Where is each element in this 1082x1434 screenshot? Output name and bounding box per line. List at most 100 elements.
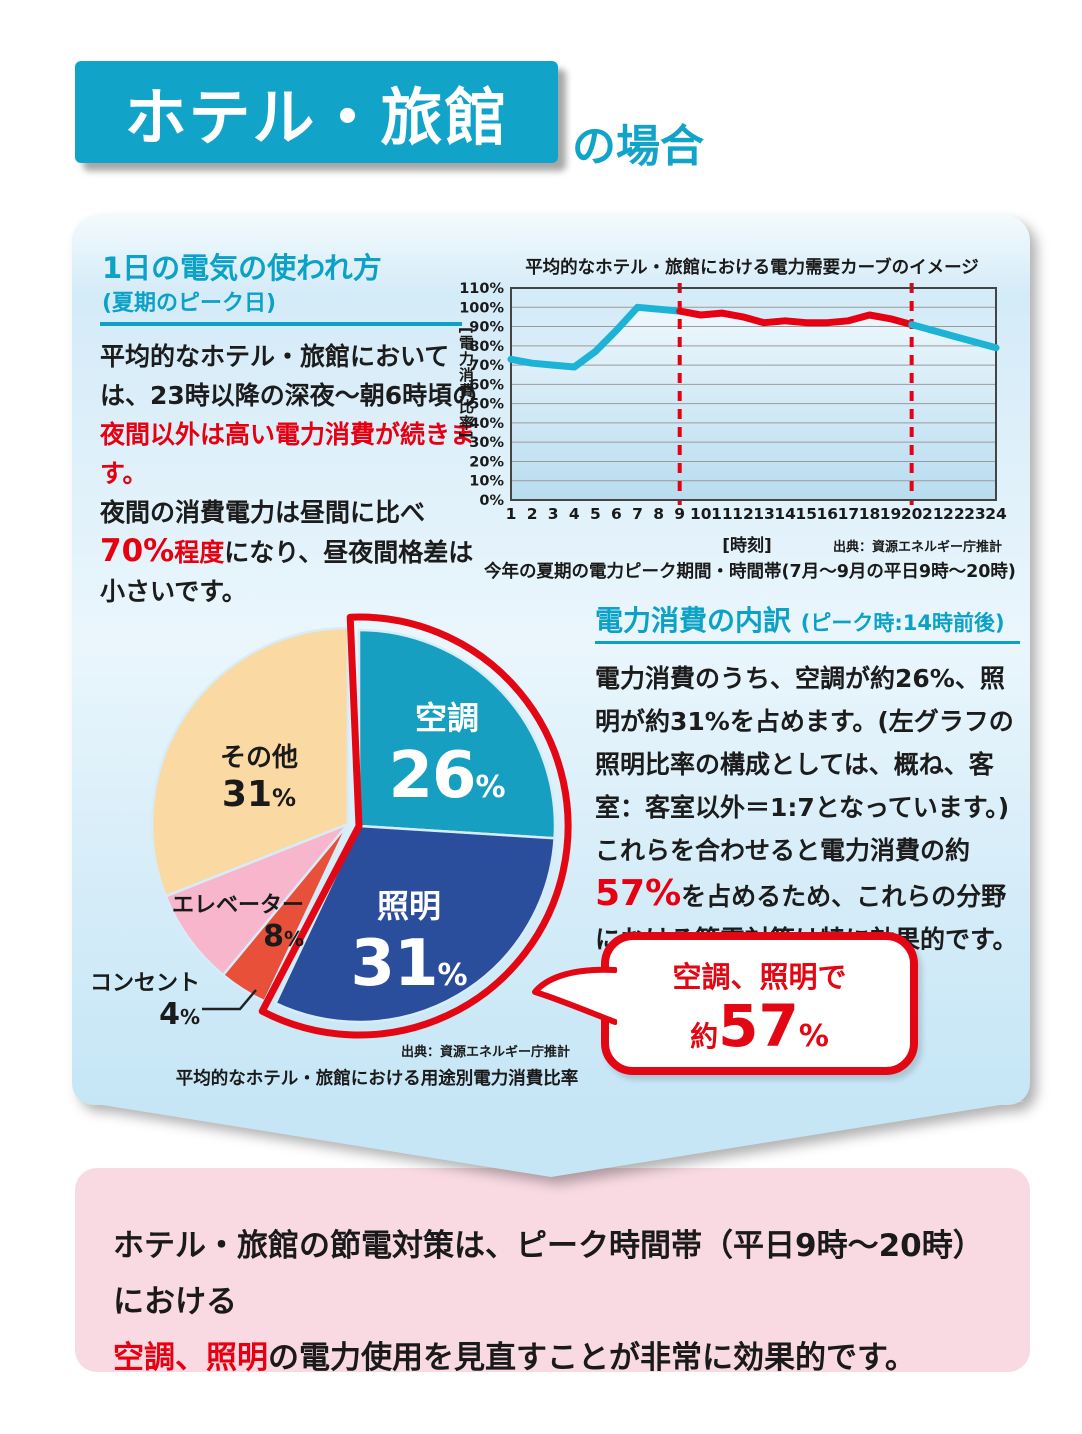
svg-text:17: 17 <box>838 505 860 523</box>
pie-label-outlet: コンセント 4% <box>76 965 200 1032</box>
bubble-line1: 空調、照明で <box>672 960 847 994</box>
slice-value: 8 <box>263 919 284 954</box>
svg-text:10: 10 <box>690 505 712 523</box>
svg-text:2: 2 <box>527 505 538 523</box>
svg-text:20%: 20% <box>469 454 504 470</box>
svg-text:16: 16 <box>817 505 839 523</box>
page-title-box: ホテル・旅館 <box>75 61 558 163</box>
slice-value: 26 <box>388 739 476 813</box>
para-red-text: 程度 <box>174 538 225 567</box>
svg-text:23: 23 <box>964 505 986 523</box>
slice-value: 4 <box>159 997 180 1032</box>
heading-rule <box>100 322 462 326</box>
para-text: になり、昼夜間格差は小さいです。 <box>100 538 474 606</box>
para-text: 電力消費のうち、空調が約26%、照明が約31%を占めます。(左グラフの照明比率の… <box>595 664 1014 822</box>
svg-text:11: 11 <box>711 505 733 523</box>
svg-text:40%: 40% <box>469 416 504 432</box>
breakdown-rule <box>595 641 1020 644</box>
svg-text:30%: 30% <box>469 435 504 451</box>
main-panel: 1日の電気の使われ方 (夏期のピーク日) 平均的なホテル・旅館においては、23時… <box>72 215 1030 1180</box>
svg-text:4: 4 <box>569 505 580 523</box>
svg-text:22: 22 <box>943 505 965 523</box>
bubble-approx: 約 <box>690 1020 719 1053</box>
svg-text:3: 3 <box>548 505 559 523</box>
slice-name: エレベーター <box>171 893 304 918</box>
svg-text:100%: 100% <box>459 300 504 316</box>
panel-arrow-down <box>77 1101 1025 1177</box>
svg-text:18: 18 <box>859 505 881 523</box>
slice-name: コンセント <box>89 971 200 996</box>
slice-value: 31 <box>221 774 273 815</box>
highlight-bubble: 空調、照明で 約57% <box>601 932 918 1075</box>
svg-text:110%: 110% <box>459 281 504 297</box>
svg-text:50%: 50% <box>469 397 504 413</box>
daily-usage-subheading: (夏期のピーク日) <box>102 291 277 316</box>
pie-chart-caption: 平均的なホテル・旅館における用途別電力消費比率 <box>175 1069 579 1089</box>
usage-pie-chart <box>150 613 572 1039</box>
breakdown-paragraph: 電力消費のうち、空調が約26%、照明が約31%を占めます。(左グラフの照明比率の… <box>595 657 1023 961</box>
svg-text:19: 19 <box>880 505 902 523</box>
percent-sign: % <box>283 927 304 951</box>
slice-name: その他 <box>219 743 298 773</box>
demand-curve-chart: 110%100%90%80%70%60%50%40%30%20%10%0%1 2 3… <box>459 281 1007 523</box>
percent-sign: % <box>437 958 468 993</box>
slice-name: 空調 <box>414 699 479 737</box>
peak-period-caption: 今年の夏期の電力ピーク期間・時間帯(7月〜9月の平日9時〜20時) <box>484 562 1016 582</box>
svg-text:14: 14 <box>774 505 796 523</box>
pie-label-others: その他 31% <box>184 737 334 815</box>
page-title-suffix: の場合 <box>572 121 704 172</box>
svg-text:70%: 70% <box>469 358 504 374</box>
daily-usage-heading: 1日の電気の使われ方 <box>102 251 382 285</box>
summary-line2: の電力使用を見直すことが非常に効果的です。 <box>268 1340 916 1376</box>
percent-sign: % <box>475 770 506 805</box>
svg-text:10%: 10% <box>469 474 504 490</box>
breakdown-heading-note: (ピーク時:14時前後) <box>800 611 1005 635</box>
svg-text:7: 7 <box>632 505 643 523</box>
daily-usage-paragraph: 平均的なホテル・旅館においては、23時以降の深夜〜朝6時頃の夜間以外は高い電力消… <box>100 337 478 611</box>
para-text: 平均的なホテル・旅館においては、23時以降の深夜〜朝6時頃の <box>100 342 478 410</box>
svg-text:13: 13 <box>753 505 775 523</box>
breakdown-heading: 電力消費の内訳 (ピーク時:14時前後) <box>595 599 1005 639</box>
svg-text:80%: 80% <box>469 339 504 355</box>
svg-text:6: 6 <box>611 505 622 523</box>
page-title: ホテル・旅館 <box>124 81 509 154</box>
pie-label-aircon: 空調 26% <box>372 693 522 813</box>
svg-text:15: 15 <box>795 505 817 523</box>
percent-sign: % <box>179 1005 200 1029</box>
svg-text:8: 8 <box>653 505 664 523</box>
slice-value: 31 <box>350 927 438 1001</box>
pie-chart-source: 出典：資源エネルギー庁推計 <box>400 1045 570 1060</box>
pie-label-lighting: 照明 31% <box>334 881 484 1001</box>
svg-text:24: 24 <box>985 505 1007 523</box>
svg-text:20: 20 <box>901 505 923 523</box>
percent-sign: % <box>798 1019 829 1054</box>
y-axis-label: [電力消費比率] <box>457 327 475 439</box>
summary-text: ホテル・旅館の節電対策は、ピーク時間帯（平日9時〜20時）における 空調、照明の… <box>113 1218 1003 1386</box>
svg-text:1: 1 <box>506 505 517 523</box>
demand-chart-source: 出典：資源エネルギー庁推計 <box>832 540 1002 555</box>
svg-text:9: 9 <box>674 505 685 523</box>
bubble-value: 57 <box>718 992 799 1060</box>
bubble-tail <box>532 966 617 1025</box>
para-red-text: 夜間以外は高い電力消費が続きます。 <box>100 420 476 488</box>
breakdown-heading-text: 電力消費の内訳 <box>595 604 792 637</box>
svg-text:0%: 0% <box>479 493 504 509</box>
para-text: これらを合わせると電力消費の約 <box>595 836 971 865</box>
demand-chart-title: 平均的なホテル・旅館における電力需要カーブのイメージ <box>525 258 979 278</box>
x-axis-label: [時刻] <box>722 536 772 556</box>
para-text: 夜間の消費電力は昼間に比べ <box>100 498 426 527</box>
pie-label-elevator: エレベーター 8% <box>162 887 304 954</box>
summary-highlight: 空調、照明 <box>113 1340 268 1376</box>
summary-box: ホテル・旅館の節電対策は、ピーク時間帯（平日9時〜20時）における 空調、照明の… <box>75 1168 1030 1376</box>
percent-sign: % <box>272 784 297 812</box>
para-red-70: 70% <box>100 533 175 569</box>
summary-line1: ホテル・旅館の節電対策は、ピーク時間帯（平日9時〜20時）における <box>113 1228 984 1320</box>
bubble-line2: 約57% <box>609 992 910 1060</box>
para-red-57: 57% <box>595 873 682 914</box>
svg-text:5: 5 <box>590 505 601 523</box>
svg-text:60%: 60% <box>469 377 504 393</box>
svg-text:21: 21 <box>922 505 944 523</box>
slice-name: 照明 <box>376 887 441 925</box>
svg-text:90%: 90% <box>469 320 504 336</box>
